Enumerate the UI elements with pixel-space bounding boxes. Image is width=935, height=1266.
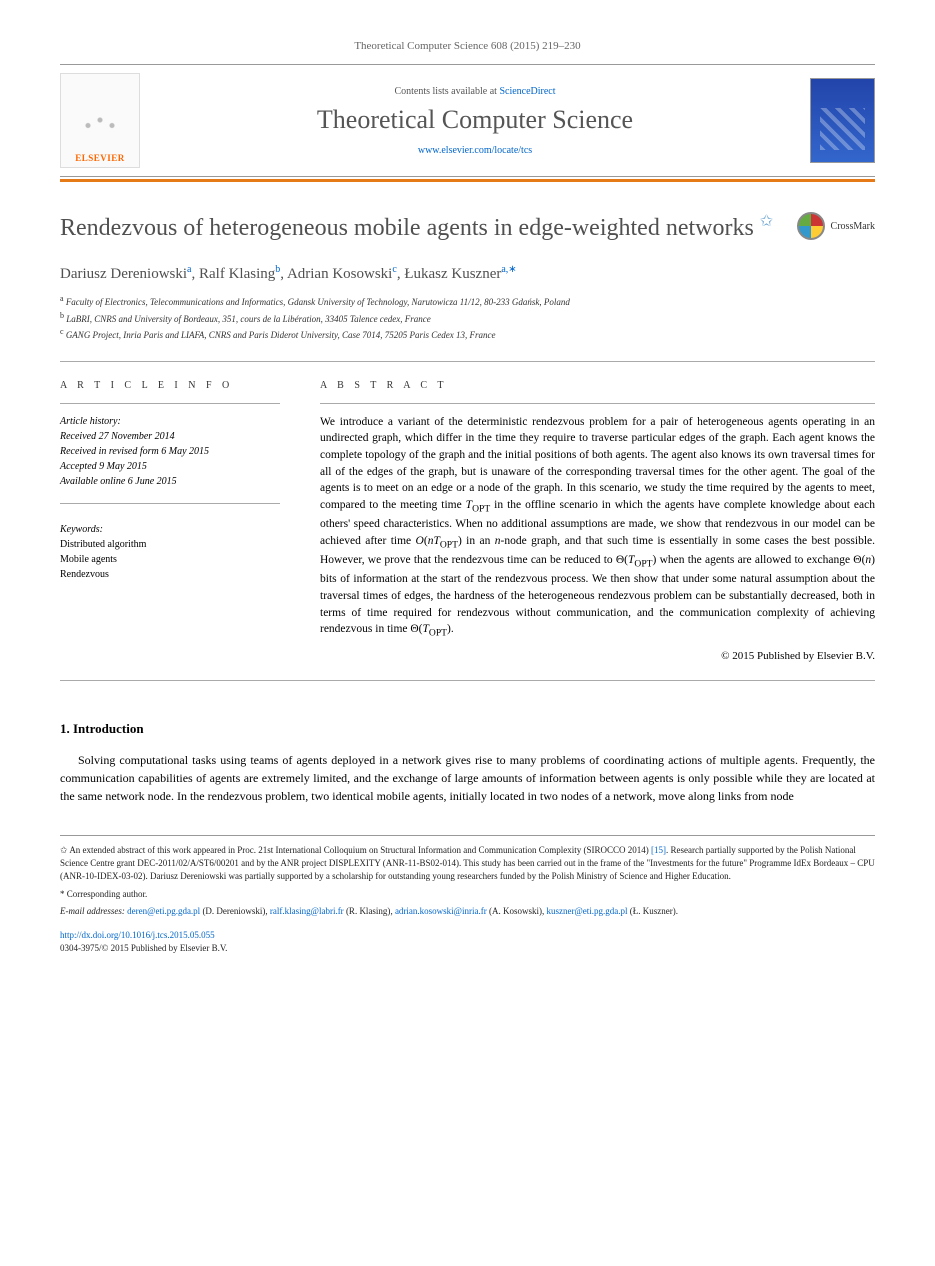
email-link[interactable]: adrian.kosowski@inria.fr [395,906,487,916]
crossmark-label: CrossMark [831,221,875,232]
author-affiliation-marker: c [392,264,396,275]
crossmark-widget[interactable]: CrossMark [797,212,875,240]
abstract-text: We introduce a variant of the determinis… [320,414,875,641]
article-history: Article history: Received 27 November 20… [60,414,280,489]
author: Adrian Kosowski [287,266,392,282]
divider [60,361,875,362]
divider [320,403,875,404]
journal-url-link[interactable]: www.elsevier.com/locate/tcs [418,145,532,156]
publisher-logo: ELSEVIER [60,73,140,168]
email-link[interactable]: deren@eti.pg.gda.pl [127,906,200,916]
keywords-block: Keywords: Distributed algorithmMobile ag… [60,522,280,582]
affiliation-link[interactable]: b [275,264,280,275]
journal-cover-thumbnail [810,78,875,163]
section-heading-introduction: 1. Introduction [60,721,875,737]
keyword: Distributed algorithm [60,537,280,552]
corresponding-text: Corresponding author. [67,889,148,899]
affiliation: b LaBRI, CNRS and University of Bordeaux… [60,310,875,327]
corresponding-marker: * [60,889,65,899]
intro-paragraph: Solving computational tasks using teams … [60,751,875,805]
orange-divider [60,179,875,182]
author-affiliation-marker: b [275,264,280,275]
affiliation-list: a Faculty of Electronics, Telecommunicat… [60,293,875,343]
email-author: (Ł. Kuszner) [630,906,676,916]
abstract-heading: A B S T R A C T [320,380,875,391]
history-line: Received in revised form 6 May 2015 [60,444,280,459]
elsevier-tree-icon [70,98,130,153]
affiliation-link[interactable]: a [187,264,191,275]
journal-reference: Theoretical Computer Science 608 (2015) … [60,40,875,52]
keyword: Rendezvous [60,567,280,582]
contents-available-line: Contents lists available at ScienceDirec… [156,86,794,97]
author: Łukasz Kuszner [404,266,501,282]
title-footnote-marker: ✩ [760,213,773,230]
publisher-brand: ELSEVIER [75,153,125,163]
author-list: Dariusz Dereniowskia, Ralf Klasingb, Adr… [60,264,875,283]
journal-homepage-link: www.elsevier.com/locate/tcs [156,145,794,156]
article-info-heading: A R T I C L E I N F O [60,380,280,391]
history-line: Received 27 November 2014 [60,429,280,444]
author-affiliation-marker: a [187,264,191,275]
article-title-text: Rendezvous of heterogeneous mobile agent… [60,215,754,241]
email-author: (D. Dereniowski) [202,906,265,916]
divider [60,503,280,504]
keywords-label: Keywords: [60,522,280,537]
citation-link[interactable]: [15] [651,845,666,855]
affiliation-link[interactable]: c [392,264,396,275]
email-link[interactable]: kuszner@eti.pg.gda.pl [546,906,627,916]
history-line: Available online 6 June 2015 [60,474,280,489]
affiliation-link[interactable]: a,∗ [501,264,516,275]
abstract-copyright: © 2015 Published by Elsevier B.V. [320,650,875,662]
doi-block: http://dx.doi.org/10.1016/j.tcs.2015.05.… [60,929,875,954]
crossmark-icon [797,212,825,240]
issn-copyright: 0304-3975/© 2015 Published by Elsevier B… [60,943,227,953]
keyword: Mobile agents [60,552,280,567]
corresponding-footnote: * Corresponding author. [60,888,875,901]
affiliation: c GANG Project, Inria Paris and LIAFA, C… [60,326,875,343]
sciencedirect-link[interactable]: ScienceDirect [499,86,555,97]
affiliation: a Faculty of Electronics, Telecommunicat… [60,293,875,310]
contents-prefix: Contents lists available at [394,86,499,97]
email-author: (A. Kosowski) [489,906,542,916]
history-line: Accepted 9 May 2015 [60,459,280,474]
doi-link[interactable]: http://dx.doi.org/10.1016/j.tcs.2015.05.… [60,930,215,940]
emails-label: E-mail addresses: [60,906,125,916]
article-title: Rendezvous of heterogeneous mobile agent… [60,212,777,244]
history-label: Article history: [60,414,280,429]
author-affiliation-marker: a,∗ [501,264,516,275]
divider [60,680,875,681]
email-addresses: E-mail addresses: deren@eti.pg.gda.pl (D… [60,905,875,918]
divider [60,403,280,404]
funding-marker: ✩ [60,845,68,855]
author: Ralf Klasing [199,266,275,282]
journal-header: ELSEVIER Contents lists available at Sci… [60,64,875,177]
author: Dariusz Dereniowski [60,266,187,282]
email-link[interactable]: ralf.klasing@labri.fr [270,906,344,916]
email-author: (R. Klasing) [346,906,391,916]
footnotes: ✩ An extended abstract of this work appe… [60,835,875,954]
funding-footnote: ✩ An extended abstract of this work appe… [60,844,875,882]
journal-title: Theoretical Computer Science [156,105,794,135]
